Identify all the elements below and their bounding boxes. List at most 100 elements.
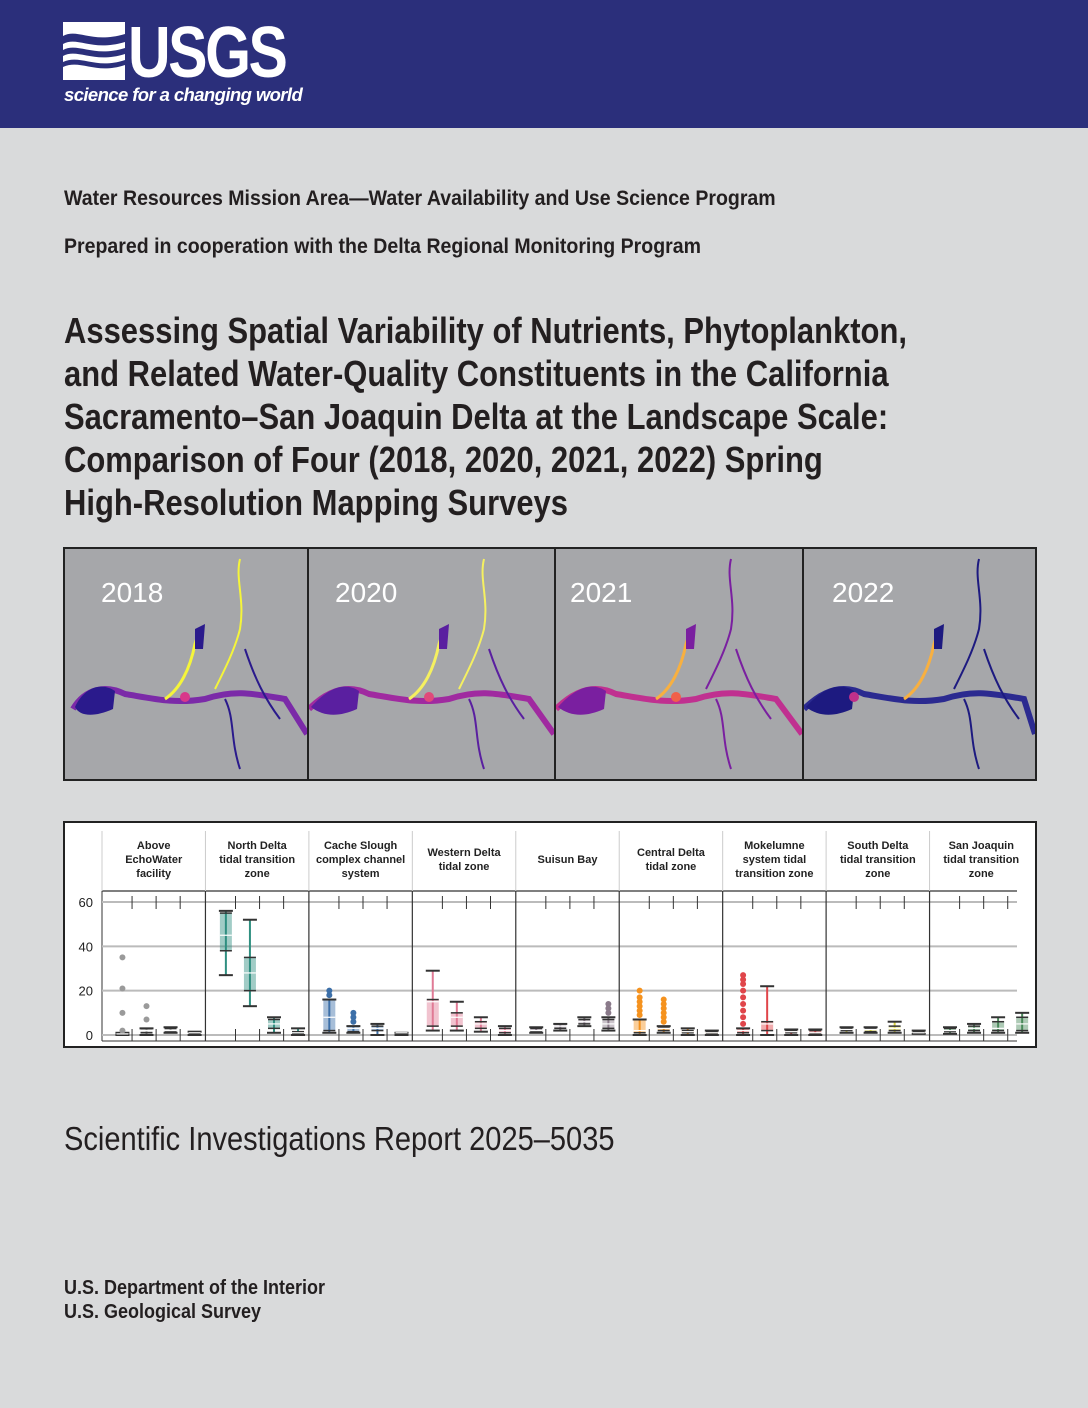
department-name: U.S. Department of the Interior xyxy=(64,1277,326,1299)
delta-map xyxy=(70,558,307,770)
hotspot xyxy=(671,692,681,702)
map-year-label: 2022 xyxy=(832,577,895,608)
river-channel xyxy=(903,628,941,701)
zone-label: system tidal xyxy=(743,854,807,866)
outlier-point xyxy=(740,1020,747,1027)
outlier-point xyxy=(740,994,747,1001)
outlier-point xyxy=(660,1005,667,1012)
river-channel xyxy=(458,558,487,690)
outlier-point xyxy=(740,987,747,994)
outlier-point xyxy=(660,1018,667,1025)
y-tick-label: 40 xyxy=(79,939,93,954)
report-title: Assessing Spatial Variability of Nutrien… xyxy=(64,309,1010,524)
outlier-point xyxy=(119,954,126,961)
map-panel: 2022 xyxy=(804,549,1035,779)
outlier-point xyxy=(660,996,667,1003)
zone-label: system xyxy=(342,868,380,880)
zone-label: tidal zone xyxy=(646,861,697,873)
river-channel xyxy=(468,648,525,770)
box xyxy=(992,1021,1005,1031)
map-panel: 2018 xyxy=(65,549,309,779)
outlier-point xyxy=(740,1007,747,1014)
outlier-point xyxy=(119,985,126,992)
zone-label: Central Delta xyxy=(637,847,706,859)
river-channel xyxy=(408,628,446,701)
outlier-point xyxy=(660,1009,667,1016)
river-channel xyxy=(164,628,202,701)
suisun-bay-area xyxy=(806,686,854,715)
zone-label: zone xyxy=(245,868,270,880)
logo-tagline: science for a changing world xyxy=(64,84,303,105)
outlier-point xyxy=(740,1000,747,1007)
river-channel xyxy=(715,648,772,770)
title-line: and Related Water-Quality Constituents i… xyxy=(64,353,889,394)
title-line: Comparison of Four (2018, 2020, 2021, 20… xyxy=(64,439,823,480)
map-panel: 2020 xyxy=(309,549,556,779)
map-year-label: 2018 xyxy=(101,577,164,608)
river-channel xyxy=(705,558,734,690)
zone-label: tidal transition xyxy=(943,854,1019,866)
zone-label: San Joaquin xyxy=(949,840,1015,852)
delta-map xyxy=(309,558,554,770)
y-tick-label: 0 xyxy=(86,1028,93,1043)
box xyxy=(426,999,439,1027)
outlier-point xyxy=(350,1018,357,1025)
report-number: Scientific Investigations Report 2025–50… xyxy=(64,1120,615,1157)
outlier-point xyxy=(740,976,747,983)
usgs-wave-icon xyxy=(63,22,125,80)
outlier-point xyxy=(605,1009,612,1016)
zone-label: Suisun Bay xyxy=(538,854,599,866)
outlier-point xyxy=(326,987,333,994)
agency-name: U.S. Geological Survey xyxy=(64,1301,262,1323)
zone-label: South Delta xyxy=(847,840,909,852)
box-plot-chart: 0 20 40 60 Above EchoWater facility North Delta… xyxy=(63,821,1037,1048)
suisun-bay-area xyxy=(558,686,606,715)
outlier-point xyxy=(660,1000,667,1007)
river-channel xyxy=(934,624,944,649)
title-line: Sacramento–San Joaquin Delta at the Land… xyxy=(64,396,889,437)
zone-label: Cache Slough xyxy=(324,840,398,852)
outlier-point xyxy=(326,992,333,999)
box xyxy=(450,1012,463,1027)
title-line: High-Resolution Mapping Surveys xyxy=(64,482,569,523)
map-year-label: 2020 xyxy=(335,577,398,608)
hotspot xyxy=(180,692,190,702)
zone-label: tidal transition xyxy=(840,854,916,866)
header-banner: USGS science for a changing world xyxy=(0,0,1088,128)
delta-map xyxy=(556,558,802,770)
outlier-point xyxy=(350,1009,357,1016)
zone-label: Western Delta xyxy=(427,847,501,859)
title-line: Assessing Spatial Variability of Nutrien… xyxy=(64,310,907,351)
outlier-point xyxy=(636,987,643,994)
outlier-point xyxy=(605,1000,612,1007)
y-tick-label: 20 xyxy=(79,984,93,999)
outlier-point xyxy=(636,1012,643,1019)
outlier-point xyxy=(636,994,643,1001)
river-channel xyxy=(686,624,696,649)
outlier-point xyxy=(636,998,643,1005)
y-tick-label: 60 xyxy=(79,895,93,910)
river-channel xyxy=(953,558,982,690)
suisun-bay-area xyxy=(75,686,115,715)
outlier-point xyxy=(636,1003,643,1010)
outlier-point xyxy=(119,1027,126,1034)
river-channel xyxy=(224,648,281,770)
delta-map xyxy=(804,558,1035,770)
zone-label: tidal zone xyxy=(439,861,490,873)
usgs-logo: USGS science for a changing world xyxy=(63,13,303,110)
river-channel xyxy=(195,624,205,649)
box xyxy=(633,1019,646,1033)
outlier-point xyxy=(143,1003,150,1010)
suisun-bay-area xyxy=(311,686,359,715)
program-line: Water Resources Mission Area—Water Avail… xyxy=(64,187,776,210)
zone-label: transition zone xyxy=(735,868,813,880)
river-channel xyxy=(655,628,693,701)
outlier-point xyxy=(740,981,747,988)
outlier-point xyxy=(143,1016,150,1023)
cooperation-line: Prepared in cooperation with the Delta R… xyxy=(64,235,701,258)
outlier-point xyxy=(636,1007,643,1014)
river-channel xyxy=(214,558,243,690)
river-channel xyxy=(439,624,449,649)
outlier-point xyxy=(740,1014,747,1021)
zone-label: facility xyxy=(136,868,172,880)
